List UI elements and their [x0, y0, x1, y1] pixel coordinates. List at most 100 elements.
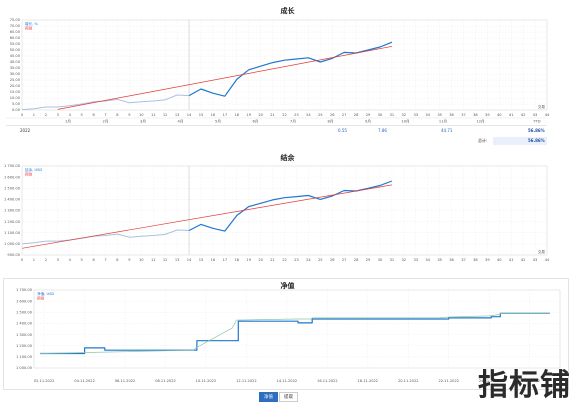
x-tick-label: 18 — [234, 113, 239, 117]
x-tick-label: 39 — [485, 113, 490, 117]
month-header: 12月 — [476, 119, 484, 124]
x-tick-label: 08.11.2022 — [155, 379, 176, 383]
total-value: 56.86% — [528, 138, 545, 143]
x-tick-label: 42 — [521, 113, 526, 117]
total-row: 总计: 56.86% — [6, 136, 547, 145]
x-tick-label: 22.11.2022 — [438, 379, 459, 383]
x-tick-label: 26 — [330, 113, 335, 117]
x-tick-label: 8 — [116, 258, 119, 262]
series-line-forecast — [40, 313, 550, 354]
x-tick-label: 11 — [151, 258, 156, 262]
y-tick-label: 0.00 — [12, 108, 21, 112]
x-tick-label: 15 — [199, 113, 204, 117]
x-tick-label: 06.11.2022 — [115, 379, 136, 383]
y-tick-label: 75.00 — [10, 18, 21, 22]
x-tick-label: 21 — [270, 113, 275, 117]
y-tick-label: 45.00 — [10, 54, 21, 58]
y-tick-label: 20.00 — [10, 84, 21, 88]
x-tick-label: 33 — [413, 113, 418, 117]
x-tick-label: 12.11.2022 — [236, 379, 257, 383]
x-tick-label: 40 — [497, 113, 502, 117]
month-nov-value: 44.71 — [441, 128, 453, 133]
x-tick-label: 43 — [533, 113, 538, 117]
x-tick-label: 32 — [402, 258, 407, 262]
y-tick-label: 1 300.00 — [16, 333, 33, 337]
y-tick-label: 1 600.00 — [4, 175, 21, 179]
y-tick-label: 40.00 — [10, 60, 21, 64]
x-tick-label: 0 — [21, 113, 24, 117]
x-tick-label: 16 — [211, 258, 216, 262]
x-tick-label: 1 — [33, 258, 35, 262]
x-tick-label: 11 — [151, 113, 156, 117]
plot-area — [33, 289, 561, 369]
x-tick-label: 3 — [57, 113, 59, 117]
x-tick-label: 4 — [69, 258, 72, 262]
y-tick-label: 70.00 — [10, 24, 21, 28]
x-tick-label: 43 — [533, 258, 538, 262]
y-tick-label: 10.00 — [10, 96, 21, 100]
x-tick-label: 25 — [318, 258, 323, 262]
series-line-forecast — [57, 46, 392, 110]
x-tick-label: 31 — [390, 113, 395, 117]
x-tick-label: 38 — [473, 258, 478, 262]
x-tick-label: 1 — [33, 113, 35, 117]
x-tick-label: 16 — [211, 113, 216, 117]
ytd-value: 56.86% — [528, 128, 545, 133]
x-tick-label: 42 — [521, 258, 526, 262]
x-tick-label: 33 — [413, 258, 418, 262]
x-tick-label: 21 — [270, 258, 275, 262]
x-tick-label: 35 — [437, 258, 442, 262]
y-tick-label: 5.00 — [12, 102, 21, 106]
x-tick-label: 41 — [509, 113, 514, 117]
month-sep-value: 0.55 — [338, 128, 347, 133]
y-tick-label: 1 200.00 — [16, 344, 33, 348]
x-tick-label: 5 — [81, 113, 83, 117]
tab-withdraw[interactable]: 提取 — [279, 392, 298, 402]
x-tick-label: 9 — [128, 258, 131, 262]
legend-entry: 预测 — [25, 172, 33, 177]
x-tick-label: 20 — [258, 113, 263, 117]
y-tick-label: 65.00 — [10, 30, 21, 34]
x-tick-label: 23 — [294, 258, 299, 262]
x-tick-label: 12 — [163, 258, 168, 262]
y-tick-label: 1 400.00 — [4, 198, 21, 202]
x-tick-label: 24 — [306, 113, 311, 117]
y-tick-label: 1 300.00 — [4, 209, 21, 213]
x-tick-label: 37 — [461, 258, 466, 262]
x-tick-label: 19 — [246, 258, 251, 262]
legend-entry: 预测 — [25, 26, 33, 31]
chart-title-equity: 净值 — [280, 282, 295, 290]
corner-label: 交易 — [538, 249, 546, 254]
x-tick-label: 7 — [104, 258, 106, 262]
x-tick-label: 14 — [187, 258, 192, 262]
series-line-history — [21, 94, 190, 111]
x-tick-label: 5 — [81, 258, 83, 262]
legend-entry: 预测 — [37, 296, 45, 301]
x-tick-label: 29 — [366, 113, 371, 117]
tab-equity[interactable]: 净值 — [259, 392, 278, 402]
x-tick-label: 18 — [234, 258, 239, 262]
month-header: 7月 — [290, 119, 296, 124]
legend-entry: 结余, USD — [25, 167, 42, 172]
x-tick-label: 23 — [294, 113, 299, 117]
bottom-tabs: 净值 提取 — [259, 392, 299, 402]
month-header: 10月 — [401, 119, 409, 124]
x-tick-label: 14 — [187, 113, 192, 117]
x-tick-label: 34 — [425, 113, 430, 117]
series-line-history — [21, 229, 190, 245]
month-header: 2月 — [103, 119, 109, 124]
y-tick-label: 15.00 — [10, 90, 21, 94]
x-tick-label: 8 — [116, 113, 119, 117]
x-tick-label: 04.11.2022 — [74, 379, 95, 383]
x-tick-label: 18.11.2022 — [358, 379, 379, 383]
x-tick-label: 30 — [378, 258, 383, 262]
y-tick-label: 35.00 — [10, 66, 21, 70]
month-header: 5月 — [215, 119, 221, 124]
x-tick-label: 22 — [282, 258, 287, 262]
x-tick-label: 20 — [258, 258, 263, 262]
month-header: 6月 — [253, 119, 259, 124]
month-header: 11月 — [439, 119, 447, 124]
equity-panel-frame — [3, 278, 569, 390]
x-tick-label: 12 — [163, 113, 168, 117]
total-label: 总计: — [478, 138, 488, 143]
